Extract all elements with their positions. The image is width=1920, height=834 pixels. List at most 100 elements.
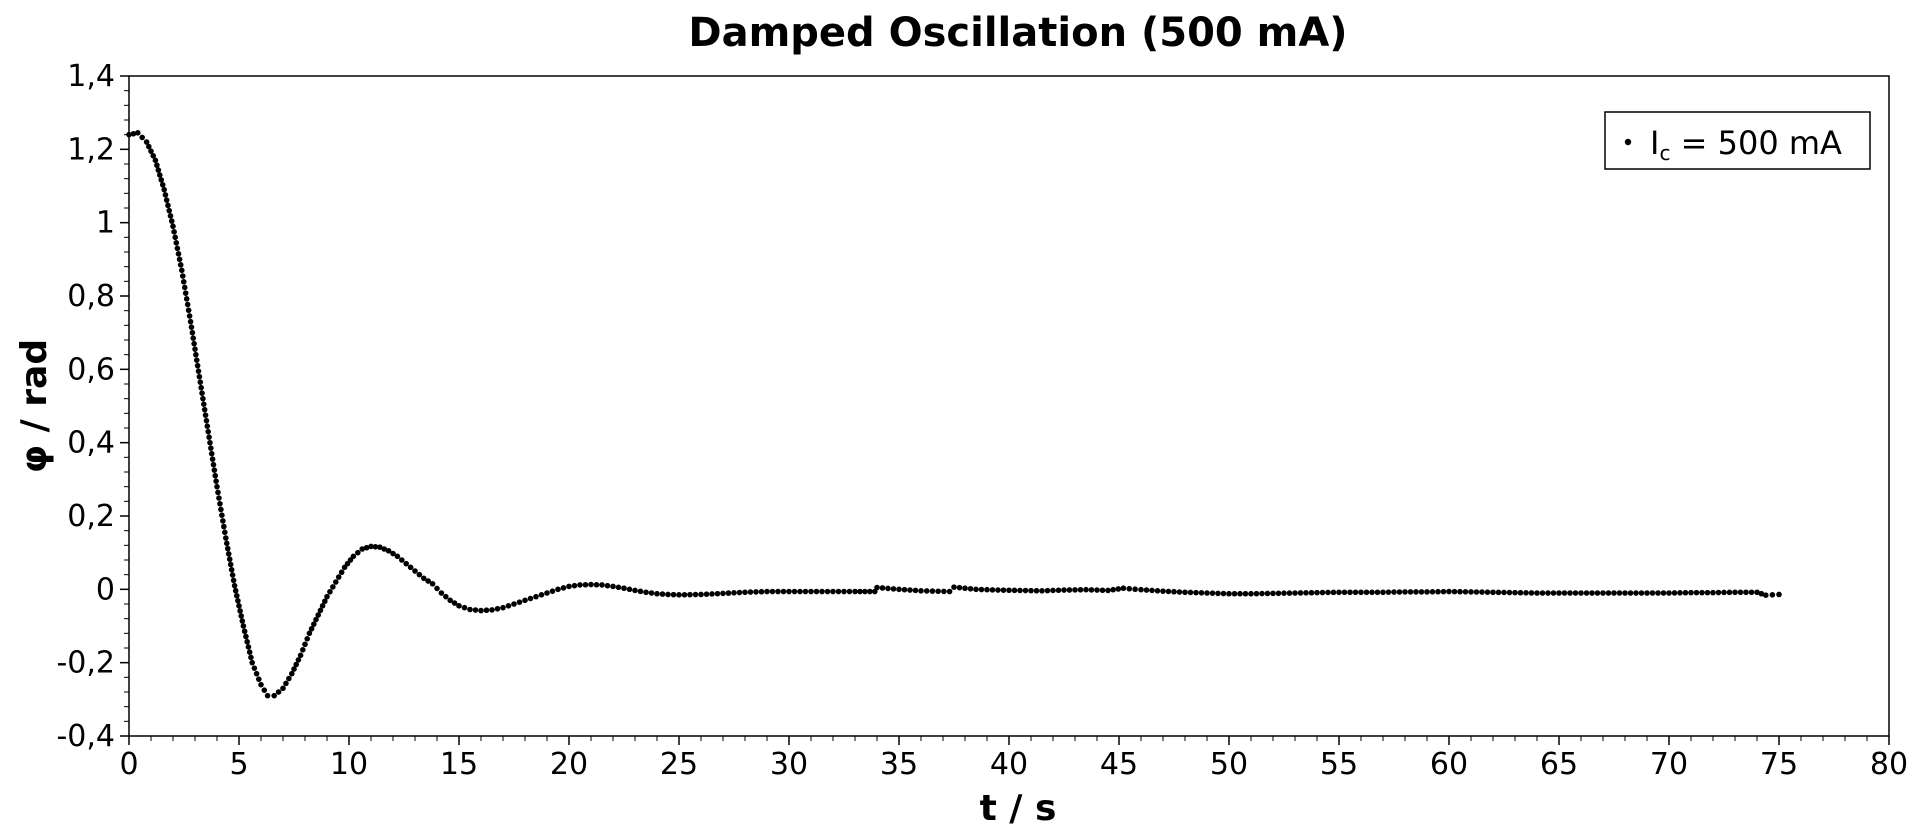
data-point bbox=[191, 340, 197, 347]
data-point bbox=[1710, 589, 1716, 596]
data-point bbox=[467, 606, 473, 613]
data-point bbox=[1644, 590, 1650, 596]
data-point bbox=[698, 591, 704, 598]
data-point bbox=[456, 603, 462, 609]
data-point bbox=[461, 604, 468, 611]
data-point bbox=[243, 633, 249, 640]
data-point bbox=[1358, 589, 1364, 596]
data-point bbox=[313, 616, 319, 623]
legend-label-rest: = 500 mA bbox=[1670, 124, 1842, 162]
data-point bbox=[1396, 589, 1403, 595]
data-point bbox=[813, 588, 820, 595]
data-point bbox=[1204, 590, 1210, 596]
data-point bbox=[1490, 589, 1496, 596]
data-point bbox=[209, 456, 216, 462]
data-point bbox=[973, 586, 979, 593]
data-point bbox=[599, 582, 605, 588]
data-point bbox=[204, 423, 211, 429]
y-tick-label: 1 bbox=[96, 206, 115, 241]
data-point bbox=[200, 395, 206, 402]
data-point bbox=[150, 152, 156, 159]
x-tick-label: 35 bbox=[880, 747, 918, 782]
y-tick-label: 0,6 bbox=[67, 352, 115, 387]
data-point bbox=[245, 644, 252, 650]
data-point bbox=[1594, 590, 1601, 596]
data-point bbox=[372, 544, 379, 550]
y-tick-label: 0 bbox=[96, 572, 115, 607]
data-point bbox=[212, 472, 219, 479]
data-point bbox=[1259, 590, 1265, 597]
data-point bbox=[1248, 590, 1254, 597]
data-point bbox=[472, 607, 479, 613]
data-point bbox=[139, 134, 145, 141]
y-tick-label: 1,2 bbox=[67, 132, 115, 167]
data-point bbox=[355, 549, 361, 556]
data-point bbox=[555, 586, 561, 593]
data-point bbox=[1077, 586, 1084, 593]
data-point bbox=[549, 588, 556, 594]
data-point bbox=[177, 262, 184, 268]
data-point bbox=[1110, 586, 1116, 593]
data-point bbox=[1126, 585, 1133, 592]
data-point bbox=[425, 578, 432, 584]
data-point bbox=[1556, 590, 1562, 596]
data-point bbox=[731, 590, 737, 596]
data-point bbox=[1732, 589, 1738, 596]
data-point bbox=[560, 585, 567, 591]
data-point bbox=[238, 613, 244, 619]
data-point bbox=[1622, 590, 1628, 596]
data-point bbox=[1715, 589, 1722, 596]
data-point bbox=[1182, 589, 1188, 596]
data-point bbox=[1605, 590, 1612, 596]
data-point bbox=[654, 590, 660, 597]
data-point bbox=[1347, 589, 1353, 596]
data-point bbox=[1776, 591, 1782, 598]
data-point bbox=[846, 588, 853, 595]
data-series-points bbox=[126, 130, 1782, 699]
data-point bbox=[1022, 587, 1029, 594]
data-point bbox=[1220, 590, 1227, 597]
data-point bbox=[201, 401, 207, 407]
data-point bbox=[665, 591, 671, 598]
data-point bbox=[626, 586, 633, 593]
x-tick-label: 15 bbox=[440, 747, 478, 782]
data-point bbox=[295, 657, 302, 663]
data-point bbox=[187, 318, 194, 325]
data-point bbox=[324, 593, 330, 600]
data-point bbox=[527, 595, 534, 602]
data-point bbox=[1292, 590, 1298, 596]
data-point bbox=[775, 588, 781, 595]
data-point bbox=[1457, 588, 1463, 595]
data-point bbox=[208, 445, 214, 451]
data-point bbox=[227, 561, 234, 568]
data-point bbox=[670, 591, 677, 598]
data-point bbox=[984, 586, 990, 593]
data-point bbox=[1120, 585, 1127, 592]
data-point bbox=[1534, 590, 1540, 596]
data-point bbox=[239, 618, 246, 624]
data-point bbox=[193, 357, 200, 363]
data-point bbox=[1435, 588, 1441, 595]
data-point bbox=[215, 489, 221, 496]
data-point bbox=[1198, 590, 1205, 596]
data-point bbox=[157, 172, 163, 178]
data-point bbox=[1418, 589, 1425, 595]
data-point bbox=[1094, 587, 1100, 593]
data-point bbox=[1330, 589, 1337, 596]
data-point bbox=[544, 590, 550, 596]
data-point bbox=[1374, 589, 1381, 596]
data-point bbox=[171, 229, 177, 235]
data-point bbox=[797, 588, 803, 595]
data-point bbox=[1693, 589, 1700, 596]
data-point bbox=[244, 638, 250, 645]
data-point bbox=[857, 588, 863, 595]
data-point bbox=[1237, 590, 1243, 597]
data-point bbox=[967, 585, 974, 592]
data-point bbox=[1429, 589, 1436, 595]
data-point bbox=[1671, 590, 1678, 596]
data-point bbox=[956, 584, 963, 591]
data-point bbox=[1314, 589, 1320, 596]
data-point bbox=[1105, 587, 1111, 594]
data-point bbox=[538, 592, 545, 598]
data-point bbox=[1451, 588, 1458, 595]
